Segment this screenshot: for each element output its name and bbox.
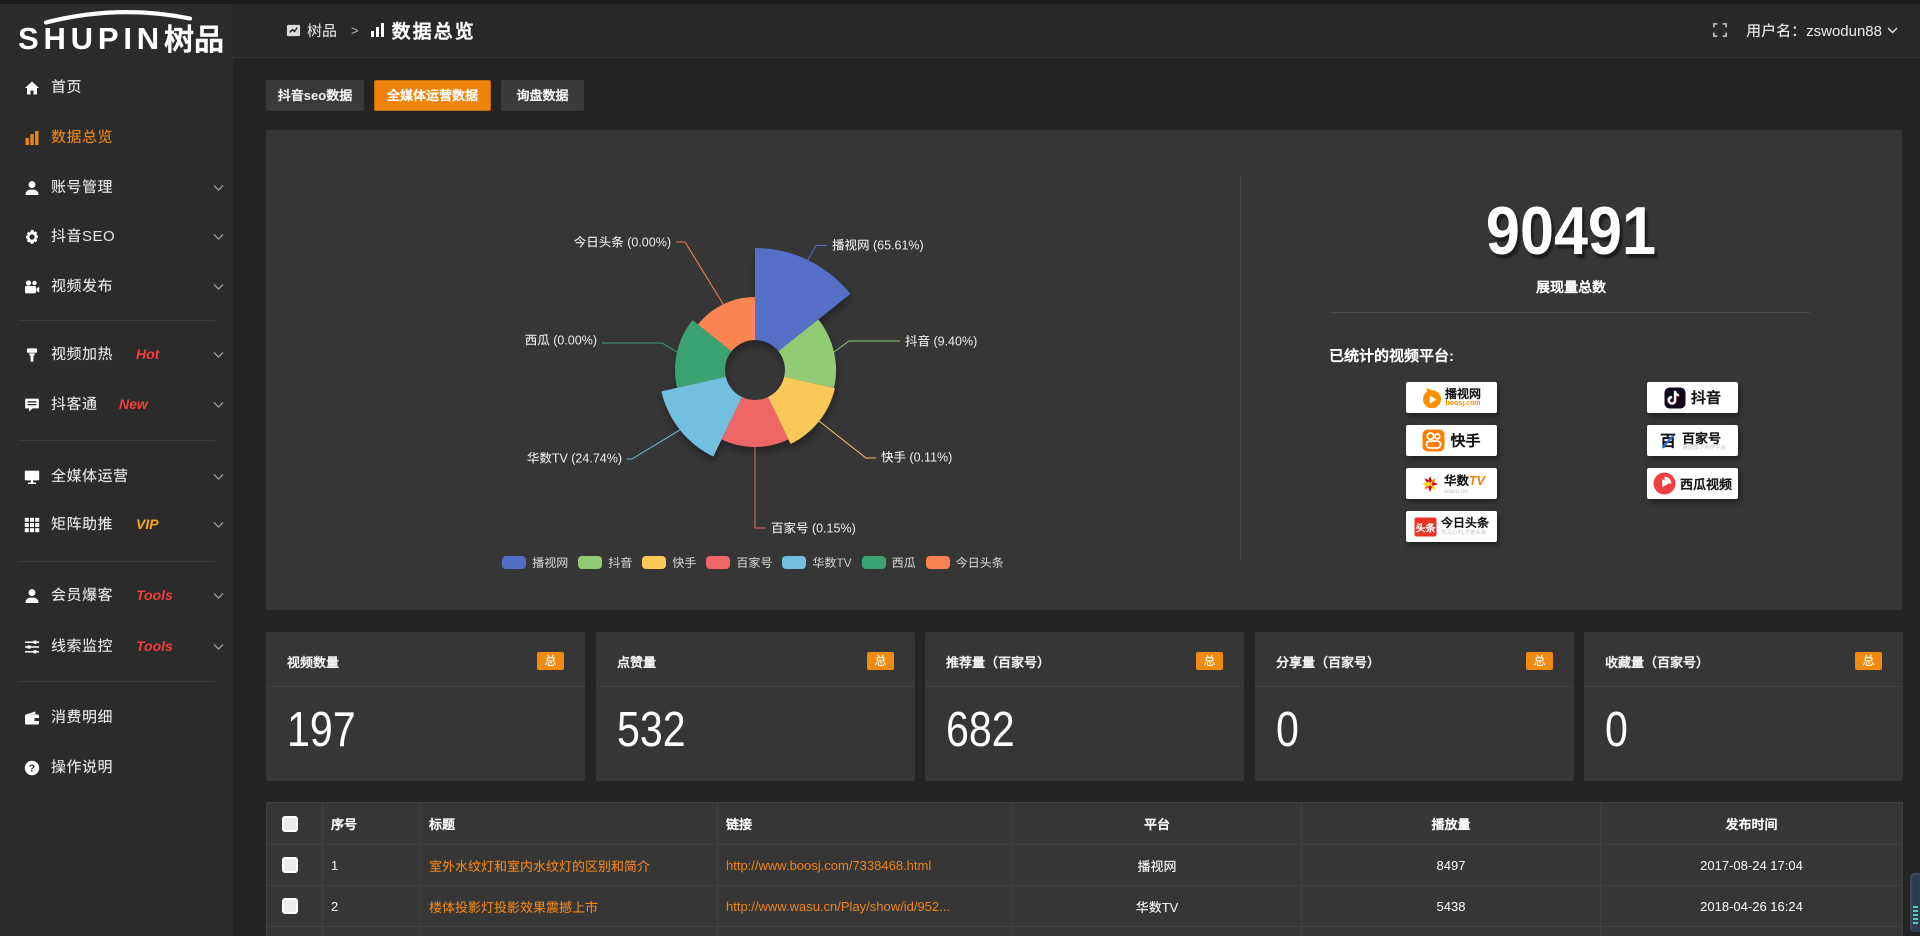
svg-text:头条: 头条 [1415, 519, 1436, 534]
svg-text:西瓜 (0.00%): 西瓜 (0.00%) [525, 334, 597, 348]
svg-text:抖音 (9.40%): 抖音 (9.40%) [905, 335, 977, 349]
svg-text:播视网 (65.61%): 播视网 (65.61%) [832, 239, 924, 253]
svg-text:百家号 (0.15%): 百家号 (0.15%) [771, 522, 856, 536]
svg-text:快手 (0.11%): 快手 (0.11%) [881, 451, 952, 465]
svg-text:?: ? [29, 763, 35, 775]
svg-text:SHUPIN: SHUPIN [18, 21, 164, 56]
svg-text:今日头条 (0.00%): 今日头条 (0.00%) [574, 236, 671, 250]
svg-text:华数TV (24.74%): 华数TV (24.74%) [527, 452, 622, 466]
svg-text:树品: 树品 [164, 24, 224, 57]
